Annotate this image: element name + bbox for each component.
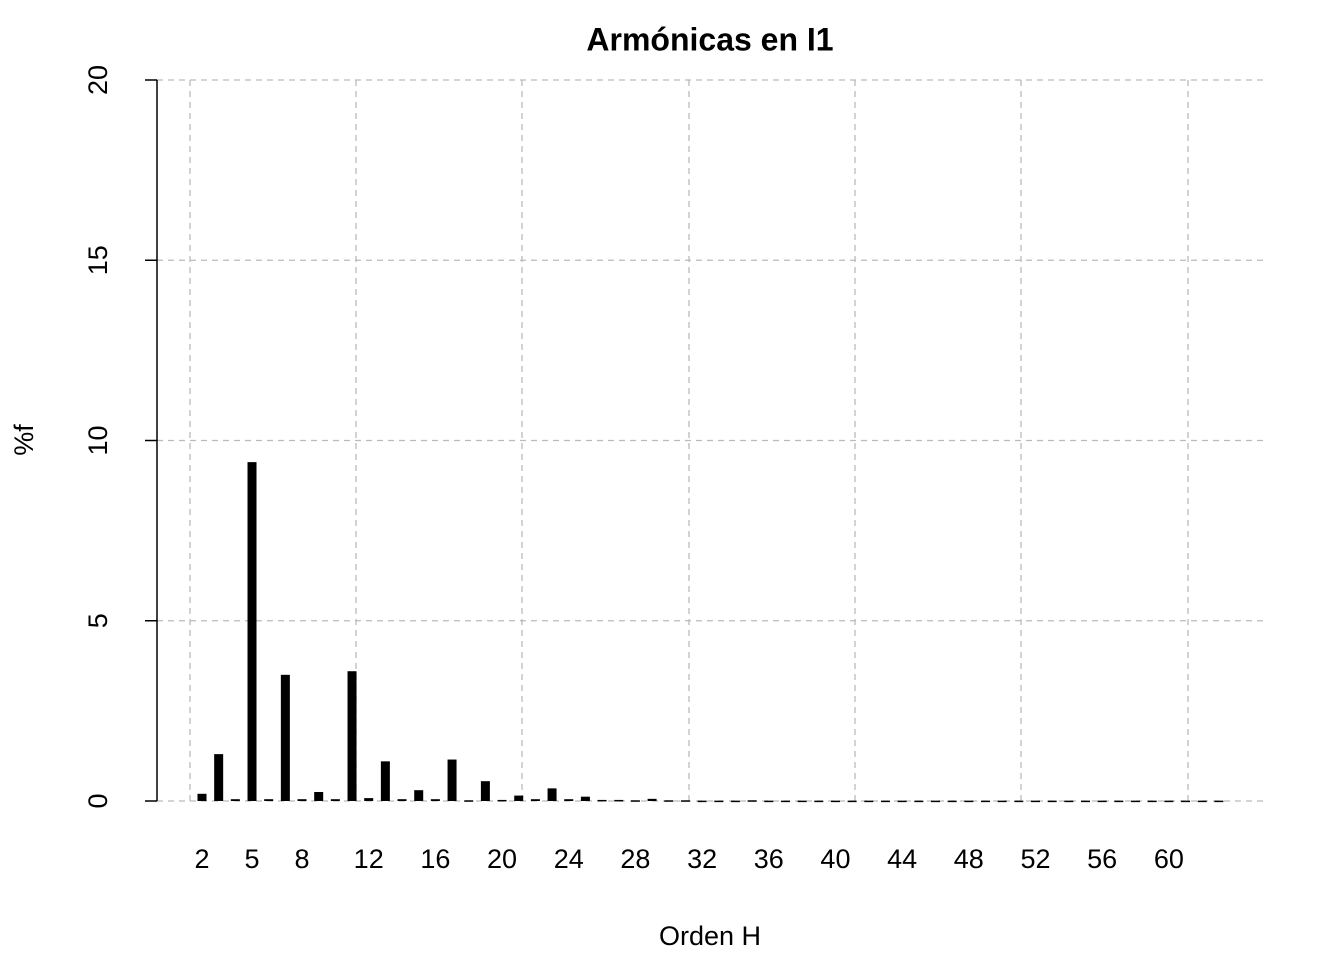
- bar: [697, 800, 707, 803]
- x-tick-label: 2: [194, 844, 209, 874]
- bar: [597, 799, 607, 802]
- y-axis-label: %f: [9, 424, 39, 456]
- bar: [314, 791, 324, 801]
- x-tick-label: 56: [1087, 844, 1117, 874]
- bar: [1197, 800, 1207, 803]
- x-tick-label: 48: [954, 844, 984, 874]
- bar: [847, 800, 857, 803]
- bar: [280, 674, 290, 801]
- bar: [930, 800, 940, 803]
- bar: [1097, 800, 1107, 803]
- bar: [197, 793, 207, 801]
- bar: [647, 798, 657, 801]
- bar: [264, 799, 274, 801]
- bar: [947, 800, 957, 803]
- bar: [747, 800, 757, 802]
- bar: [1147, 800, 1157, 803]
- x-tick-label: 16: [420, 844, 450, 874]
- bar: [514, 795, 524, 801]
- bar: [347, 671, 357, 801]
- bar: [447, 759, 457, 801]
- bar: [580, 796, 590, 801]
- bar: [1031, 800, 1040, 803]
- bar: [464, 800, 474, 802]
- x-tick-label: 32: [687, 844, 717, 874]
- x-tick-label: 8: [295, 844, 310, 874]
- bar: [614, 799, 624, 802]
- bar: [880, 800, 890, 803]
- bar: [564, 799, 574, 801]
- bar: [1064, 800, 1074, 803]
- bar: [214, 754, 224, 801]
- bar: [1131, 800, 1141, 803]
- bar: [247, 462, 257, 801]
- bar: [864, 800, 874, 803]
- bar: [1114, 800, 1124, 803]
- x-tick-label: 44: [887, 844, 917, 874]
- x-tick-label: 24: [554, 844, 584, 874]
- bar: [1164, 800, 1174, 803]
- bar: [414, 790, 424, 801]
- bar: [797, 800, 807, 803]
- x-tick-label: 52: [1020, 844, 1050, 874]
- bar: [364, 798, 374, 801]
- bar: [430, 799, 440, 801]
- bar: [730, 800, 740, 803]
- bar: [997, 800, 1007, 803]
- bar: [814, 800, 824, 803]
- x-tick-label: 36: [754, 844, 784, 874]
- x-tick-label: 5: [244, 844, 259, 874]
- bar: [680, 800, 690, 802]
- y-tick-label: 15: [83, 245, 113, 275]
- y-tick-label: 0: [83, 793, 113, 808]
- bar: [397, 799, 407, 801]
- bar: [980, 800, 990, 803]
- bar: [330, 799, 340, 801]
- bar: [897, 800, 907, 803]
- bar: [1047, 800, 1057, 803]
- y-tick-label: 20: [83, 65, 113, 95]
- bar: [630, 800, 640, 802]
- bar: [297, 799, 307, 801]
- bar: [530, 799, 540, 801]
- bar: [964, 800, 974, 803]
- bar: [714, 800, 724, 803]
- bar: [380, 761, 390, 801]
- bar: [1181, 800, 1191, 803]
- bar: [497, 799, 507, 802]
- bar: [547, 788, 557, 801]
- x-tick-label: 40: [820, 844, 850, 874]
- y-tick-label: 5: [83, 613, 113, 628]
- bar: [1214, 800, 1224, 803]
- bar: [1081, 800, 1091, 803]
- bar: [1014, 800, 1024, 803]
- bar: [780, 800, 790, 803]
- bar: [480, 781, 490, 801]
- bar: [914, 800, 924, 803]
- x-tick-label: 20: [487, 844, 517, 874]
- bar: [664, 800, 674, 802]
- x-tick-label: 28: [620, 844, 650, 874]
- bar: [830, 800, 840, 803]
- x-tick-label: 60: [1154, 844, 1184, 874]
- x-tick-label: 12: [354, 844, 384, 874]
- y-tick-label: 10: [83, 425, 113, 455]
- chart-title: Armónicas en I1: [586, 21, 833, 57]
- bar: [230, 799, 240, 801]
- bar: [764, 800, 774, 803]
- x-axis-label: Orden H: [659, 921, 761, 951]
